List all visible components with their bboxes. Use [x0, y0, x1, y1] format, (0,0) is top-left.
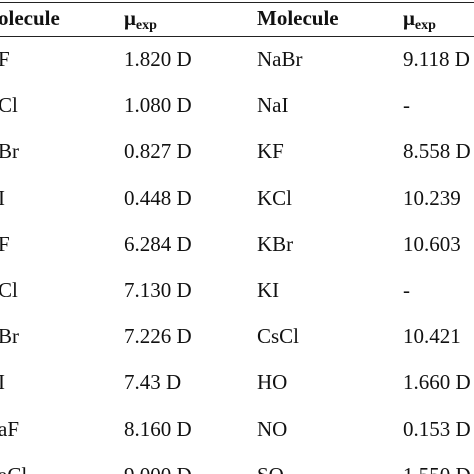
dipole-cell: 7.130 D — [124, 278, 192, 302]
molecule-cell: NO — [257, 416, 288, 441]
dipole-cell: 9.000 D — [124, 463, 192, 474]
molecule-cell: Br — [0, 139, 19, 164]
dipole-cell: 1.820 D — [124, 47, 192, 71]
molecule-cell: KCl — [257, 185, 293, 210]
dipole-cell: 1.660 D — [403, 370, 471, 395]
header-cell: olecule — [0, 6, 60, 30]
molecule-cell: KF — [257, 139, 284, 164]
dipole-cell: 10.421 — [403, 324, 461, 349]
molecule-cell: F — [0, 231, 10, 256]
molecule-cell: I — [0, 185, 5, 210]
header-subscript: exp — [135, 18, 157, 33]
molecule-cell: Cl — [0, 93, 18, 118]
molecule-cell: CsCl — [257, 324, 300, 349]
molecule-cell: Cl — [0, 278, 18, 302]
dipole-cell: 7.226 D — [124, 324, 192, 349]
dipole-cell: 8.558 D — [403, 139, 471, 164]
molecule-cell: I — [0, 370, 5, 395]
dipole-cell: 1.080 D — [124, 93, 192, 118]
header-subscript: exp — [414, 18, 436, 33]
header-symbol: μ — [124, 6, 136, 30]
dipole-cell: 0.448 D — [124, 185, 192, 210]
header-cell: μexp — [124, 6, 157, 38]
molecule-cell: SO — [257, 463, 284, 474]
header-cell: Molecule — [257, 6, 339, 30]
dipole-cell: 1.550 D — [403, 463, 471, 474]
molecule-cell: NaBr — [257, 47, 303, 71]
dipole-cell: 8.160 D — [124, 416, 192, 441]
molecule-cell: HO — [257, 370, 288, 395]
molecule-cell: F — [0, 47, 10, 71]
header-rule — [0, 36, 474, 37]
header-symbol: μ — [403, 6, 415, 30]
dipole-cell: - — [403, 278, 410, 302]
molecule-cell: NaI — [257, 93, 289, 118]
dipole-cell: 10.603 — [403, 231, 461, 256]
dipole-cell: 9.118 D — [403, 47, 470, 71]
header-cell: μexp — [403, 6, 436, 38]
dipole-cell: - — [403, 93, 410, 118]
dipole-cell: 7.43 D — [124, 370, 182, 395]
dipole-cell: 0.827 D — [124, 139, 192, 164]
molecule-cell: Br — [0, 324, 19, 349]
dipole-cell: 6.284 D — [124, 231, 192, 256]
dipole-cell: 0.153 D — [403, 416, 471, 441]
dipole-cell: 10.239 — [403, 185, 461, 210]
molecule-cell: aF — [0, 416, 19, 441]
top-rule — [0, 2, 474, 3]
molecule-cell: KI — [257, 278, 280, 302]
molecule-cell: KBr — [257, 231, 294, 256]
molecule-cell: aCl — [0, 463, 27, 474]
